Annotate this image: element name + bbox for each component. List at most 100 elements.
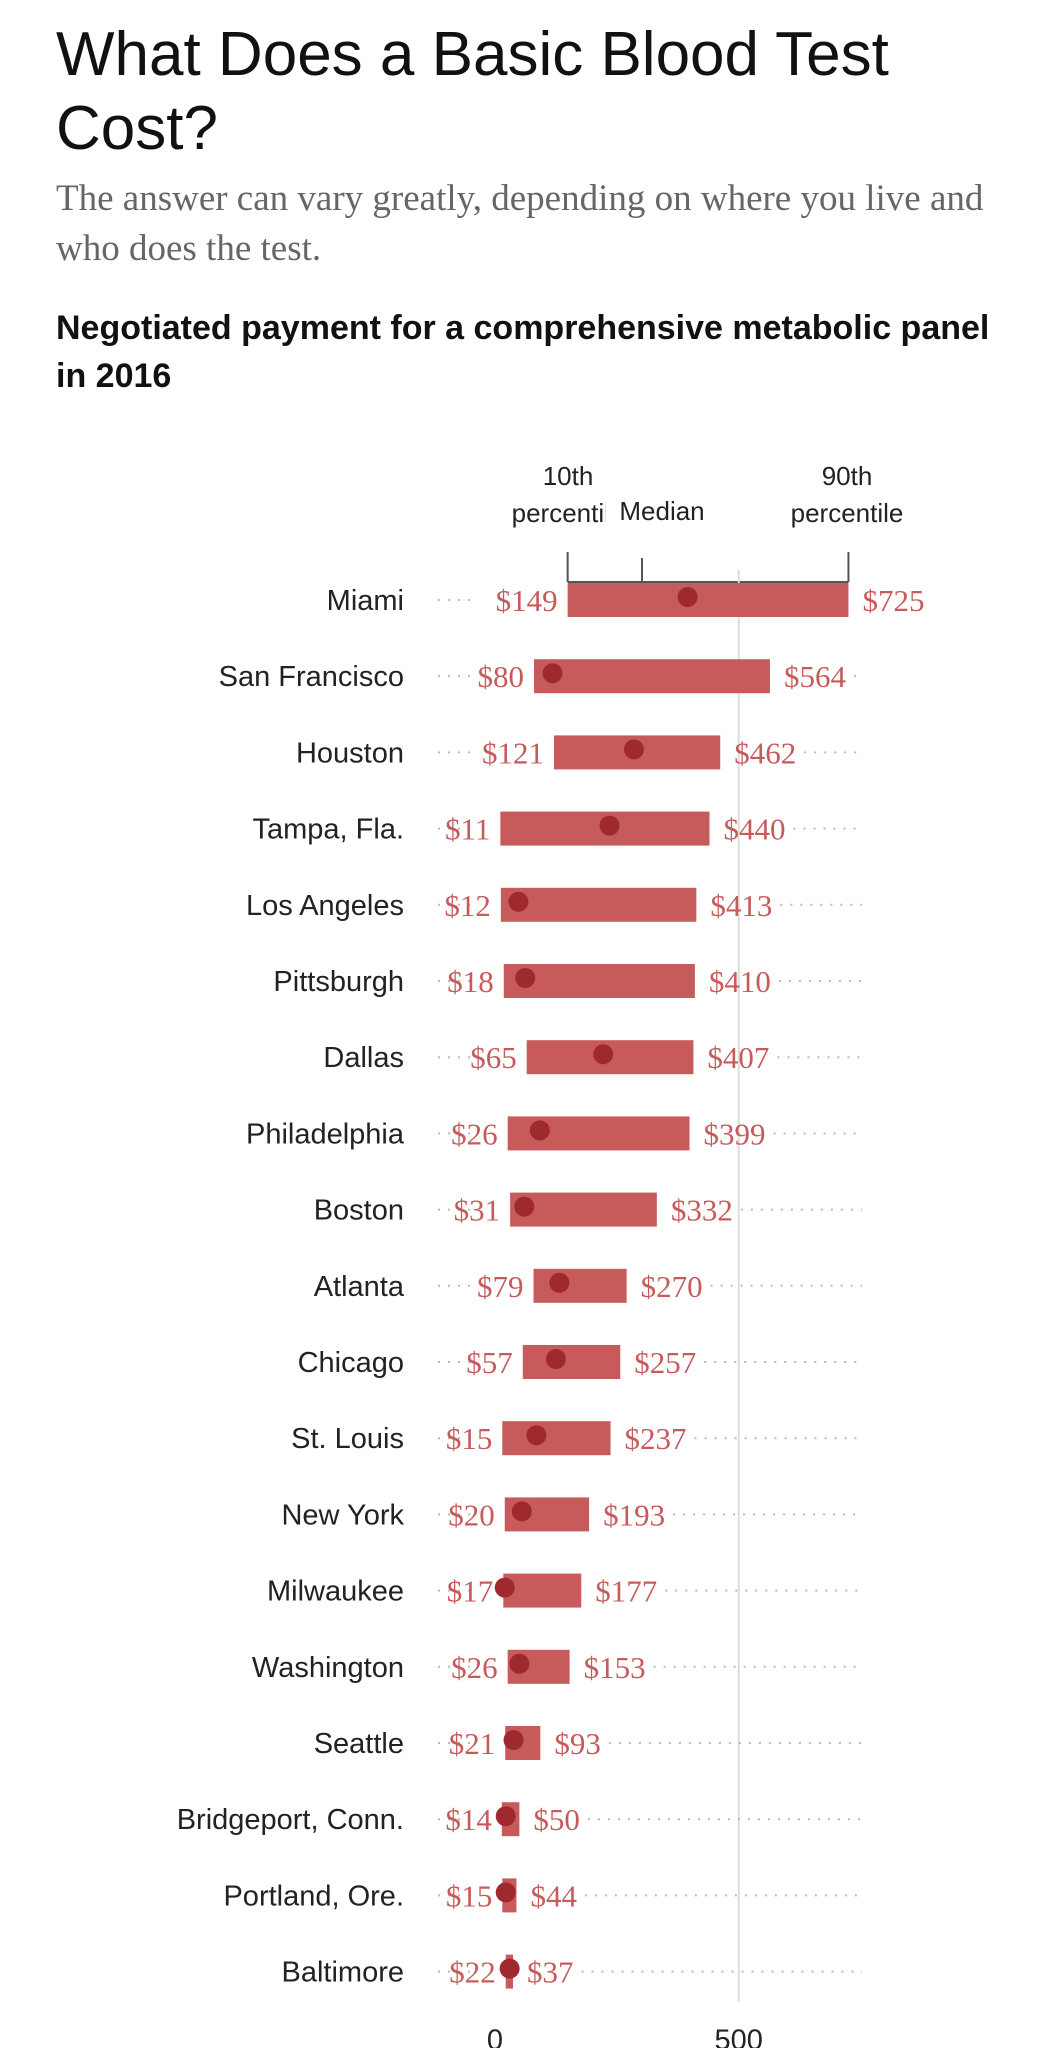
p10-label: $15 <box>446 1421 493 1456</box>
row-baltimore: Baltimore $22 $37 <box>282 1954 862 1990</box>
p10-label: $65 <box>470 1040 517 1075</box>
p10-label: $121 <box>482 735 544 770</box>
row-pittsburgh: Pittsburgh $18 $410 <box>273 964 862 999</box>
city-label: Bridgeport, Conn. <box>177 1804 404 1836</box>
x-tick-label: 0 <box>487 2025 503 2048</box>
legend-p90-line1: 90th <box>822 461 873 491</box>
p10-label: $31 <box>454 1193 501 1228</box>
city-label: San Francisco <box>219 661 404 693</box>
x-tick-label: 500 <box>715 2025 763 2048</box>
p90-label: $93 <box>554 1726 601 1761</box>
city-label: Dallas <box>323 1042 404 1074</box>
median-dot <box>508 891 529 912</box>
median-dot <box>515 968 536 988</box>
median-dot <box>514 1196 535 1217</box>
city-label: Pittsburgh <box>273 966 404 998</box>
p10-label: $26 <box>451 1116 498 1151</box>
row-atlanta: Atlanta $79 $270 <box>314 1268 862 1304</box>
legend-p90-line2: percentile <box>791 498 904 528</box>
city-label: New York <box>281 1499 404 1531</box>
p10-label: $17 <box>447 1574 494 1609</box>
range-bar <box>500 887 697 922</box>
median-dot <box>503 1730 524 1750</box>
chart-rows: Miami $149 $725 San Francisco $80 $564 Houston… <box>177 583 924 1990</box>
p10-label: $57 <box>466 1345 513 1380</box>
city-label: Houston <box>296 737 404 769</box>
p10-label: $15 <box>446 1878 493 1913</box>
p90-label: $407 <box>707 1040 769 1075</box>
city-label: Chicago <box>298 1347 404 1379</box>
p10-label: $80 <box>478 659 525 694</box>
median-dot <box>623 739 644 760</box>
range-bar <box>510 1192 657 1227</box>
row-tampa-fla: Tampa, Fla. $11 $440 <box>253 811 862 847</box>
x-axis: 0 500 <box>487 2025 763 2048</box>
page-subtitle: The answer can vary greatly, depending o… <box>56 178 984 269</box>
range-bar <box>567 583 849 617</box>
median-dot <box>529 1120 550 1141</box>
p90-label: $399 <box>704 1116 766 1151</box>
row-los-angeles: Los Angeles $12 $413 <box>246 887 862 923</box>
range-bar <box>502 1421 611 1456</box>
median-dot <box>494 1577 515 1598</box>
city-label: Los Angeles <box>246 890 404 922</box>
p10-label: $79 <box>477 1269 524 1304</box>
p90-label: $37 <box>527 1955 574 1990</box>
median-dot <box>509 1653 530 1674</box>
median-dot <box>511 1501 532 1522</box>
range-chart: 10th percentile Median 90th percentile M… <box>177 461 925 2048</box>
city-label: Baltimore <box>282 1957 405 1989</box>
p90-label: $44 <box>530 1878 577 1913</box>
row-houston: Houston $121 $462 <box>296 735 862 770</box>
p10-label: $21 <box>449 1726 496 1761</box>
city-label: Miami <box>327 585 404 617</box>
row-miami: Miami $149 $725 <box>327 583 924 618</box>
legend-p10-line2: percentile <box>512 498 625 528</box>
city-label: Tampa, Fla. <box>253 814 405 846</box>
legend-median: Median <box>619 496 704 526</box>
p10-label: $11 <box>445 812 490 847</box>
row-washington: Washington $26 $153 <box>252 1649 862 1685</box>
city-label: Philadelphia <box>246 1118 405 1150</box>
p90-label: $332 <box>671 1193 733 1228</box>
row-san-francisco: San Francisco $80 $564 <box>219 659 862 694</box>
city-label: Atlanta <box>314 1271 405 1303</box>
p90-label: $270 <box>641 1269 703 1304</box>
row-boston: Boston $31 $332 <box>314 1192 862 1228</box>
range-bar <box>522 1345 621 1379</box>
row-portland-ore: Portland, Ore. $15 $44 <box>223 1878 862 1913</box>
median-dot <box>542 663 563 684</box>
range-bar <box>534 659 770 694</box>
p10-label: $22 <box>449 1955 496 1990</box>
range-bar <box>503 964 695 998</box>
p90-label: $413 <box>710 888 772 923</box>
p90-label: $50 <box>533 1802 580 1837</box>
median-dot <box>495 1882 516 1903</box>
legend-p10-line1: 10th <box>543 461 594 491</box>
p90-label: $462 <box>734 735 796 770</box>
p90-label: $177 <box>595 1574 657 1609</box>
row-new-york: New York $20 $193 <box>281 1497 862 1532</box>
city-label: Boston <box>314 1195 404 1227</box>
p90-label: $193 <box>603 1497 665 1532</box>
p90-label: $237 <box>625 1421 687 1456</box>
page-title: What Does a Basic Blood Test Cost? <box>56 20 889 163</box>
p90-label: $153 <box>584 1650 646 1685</box>
median-dot <box>499 1958 520 1979</box>
range-bar <box>533 1268 627 1303</box>
p10-label: $20 <box>448 1497 495 1532</box>
median-dot <box>599 815 620 836</box>
row-dallas: Dallas $65 $407 <box>323 1040 862 1075</box>
chart-title: Negotiated payment for a comprehensive m… <box>56 309 990 395</box>
chart-legend: 10th percentile Median 90th percentile <box>512 461 904 583</box>
p10-label: $14 <box>445 1802 492 1837</box>
row-bridgeport-conn: Bridgeport, Conn. $14 $50 <box>177 1802 862 1837</box>
p10-label: $18 <box>447 964 494 999</box>
row-chicago: Chicago $57 $257 <box>298 1345 862 1380</box>
city-label: Portland, Ore. <box>223 1880 404 1912</box>
p90-label: $410 <box>709 964 771 999</box>
range-bar <box>503 1573 582 1608</box>
p90-label: $440 <box>724 812 786 847</box>
p10-label: $12 <box>444 888 491 923</box>
